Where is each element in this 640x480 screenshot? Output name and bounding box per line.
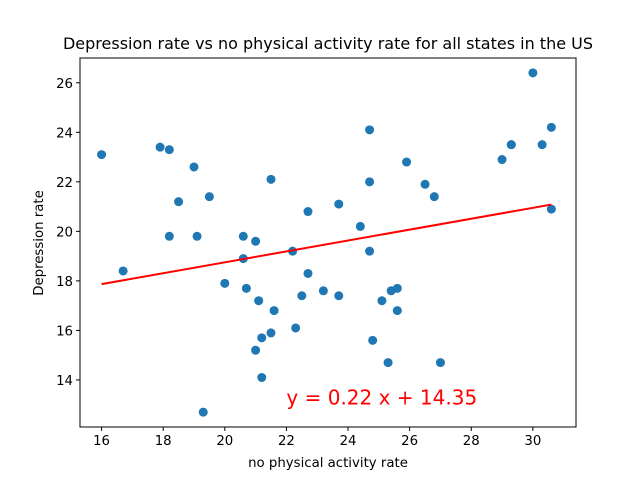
plot-frame [79,57,577,428]
data-point [420,179,430,189]
x-tick-label: 30 [524,434,541,449]
data-point [546,122,556,132]
data-point [546,204,556,214]
fit-line [101,203,552,286]
x-tick-label: 26 [401,434,418,449]
data-point [198,407,208,417]
data-point [506,140,516,150]
y-tick-label: 24 [56,126,73,141]
data-point [164,231,174,241]
data-point [377,296,387,306]
data-point [257,372,267,382]
data-point [118,266,128,276]
data-point [164,145,174,155]
data-point [291,323,301,333]
fit-layer [101,203,552,286]
data-point [155,142,165,152]
data-point [497,155,507,165]
x-tick-label: 16 [93,434,110,449]
x-tick-label: 22 [278,434,295,449]
x-tick-label: 18 [155,434,172,449]
data-point [435,358,445,368]
data-point [266,328,276,338]
data-point [238,231,248,241]
y-tick-label: 18 [56,275,73,290]
data-point [368,335,378,345]
y-tick-label: 14 [56,374,73,389]
data-point [251,236,261,246]
data-point [97,150,107,160]
data-point [365,246,375,256]
x-tick-label: 24 [340,434,357,449]
y-tick-label: 22 [56,176,73,191]
data-point [192,231,202,241]
data-point [189,162,199,172]
x-tick-label: 28 [463,434,480,449]
data-point [220,278,230,288]
regression-equation: y = 0.22 x + 14.35 [286,386,477,410]
data-point [355,221,365,231]
data-point [174,197,184,207]
data-point [402,157,412,167]
data-point [537,140,547,150]
data-point [334,291,344,301]
y-tick-label: 26 [56,77,73,92]
data-point [392,306,402,316]
data-point [528,68,538,78]
y-tick-label: 16 [56,324,73,339]
data-point [303,207,313,217]
data-point [204,192,214,202]
chart-title: Depression rate vs no physical activity … [63,34,593,53]
data-point [251,345,261,355]
ticks-layer: 16 18 20 22 24 26 28 30 14 16 18 20 22 24 26 [56,77,541,449]
data-point [241,283,251,293]
data-point [266,174,276,184]
data-point [365,177,375,187]
data-point [269,306,279,316]
data-point [254,296,264,306]
data-point [318,286,328,296]
y-tick-label: 20 [56,225,73,240]
x-axis-label: no physical activity rate [248,456,408,471]
data-point [257,333,267,343]
data-point [334,199,344,209]
data-point [429,192,439,202]
data-point [383,358,393,368]
data-point [297,291,307,301]
data-point [392,283,402,293]
points-layer [97,68,556,417]
x-tick-label: 20 [216,434,233,449]
data-point [303,268,313,278]
y-axis-label: Depression rate [32,190,47,296]
data-point [365,125,375,135]
